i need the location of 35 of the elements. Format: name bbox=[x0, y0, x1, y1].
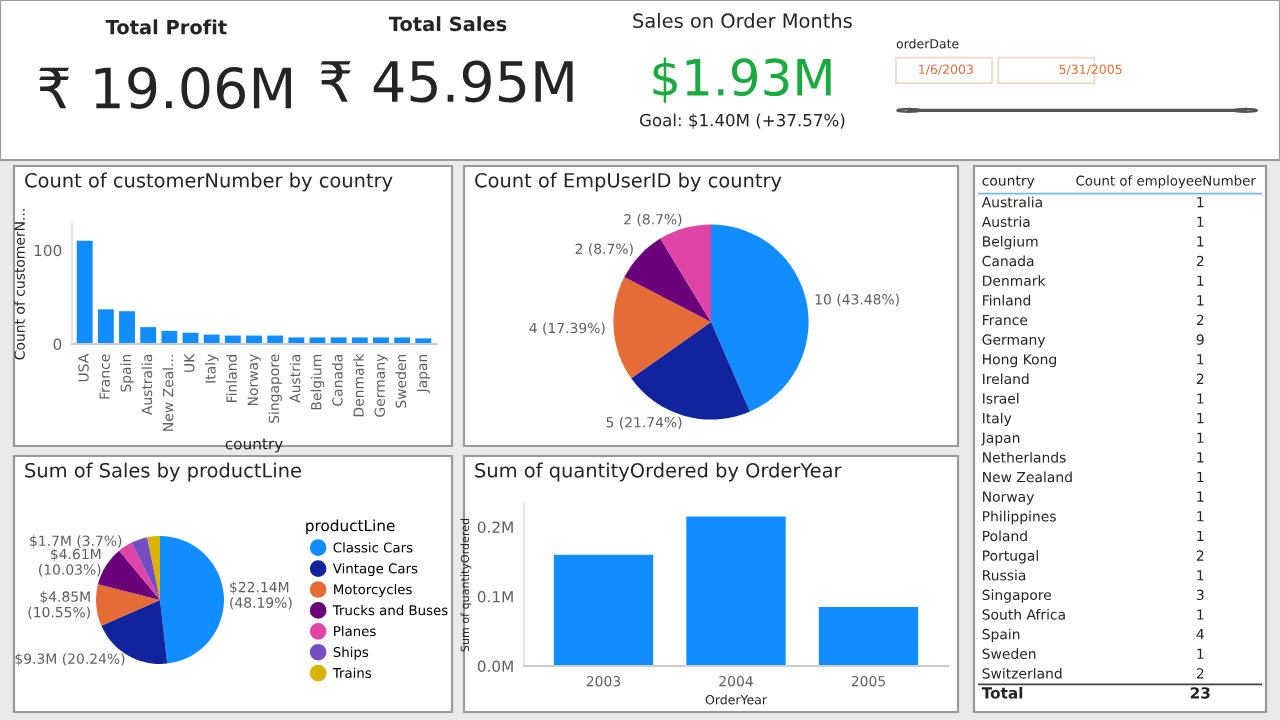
text: ₹ 45.95M bbox=[320, 60, 573, 103]
bar bbox=[394, 337, 411, 344]
chart-title: Count of customerNumber by country bbox=[25, 172, 393, 192]
chart-title: Count of EmpUserID by country bbox=[475, 172, 782, 192]
pie-slice bbox=[613, 277, 711, 379]
pie-slice bbox=[660, 224, 711, 322]
bar bbox=[161, 330, 178, 344]
text: Sales on Order Months bbox=[633, 12, 852, 29]
pie-slice bbox=[160, 536, 224, 664]
bar bbox=[288, 337, 305, 344]
pie-slice bbox=[119, 542, 160, 600]
pie-slice bbox=[131, 537, 160, 600]
pie-slice bbox=[147, 536, 160, 600]
bar bbox=[415, 338, 432, 344]
bar bbox=[351, 337, 368, 344]
bar bbox=[140, 327, 157, 344]
text: Goal: $1.40M (+37.57%) bbox=[639, 113, 845, 129]
chart-title: Sum of quantityOrdered by OrderYear bbox=[475, 462, 842, 482]
text: Total Profit bbox=[105, 19, 227, 35]
bar bbox=[553, 554, 654, 666]
pie-slice bbox=[97, 550, 160, 600]
bar bbox=[818, 606, 919, 666]
text: $1.93M bbox=[653, 57, 831, 103]
chart-title: Sum of Sales by productLine bbox=[25, 462, 301, 482]
bar bbox=[97, 309, 114, 344]
bar bbox=[373, 337, 389, 344]
bar bbox=[119, 311, 135, 344]
bar bbox=[76, 240, 93, 344]
text: ₹ 19.06M bbox=[39, 66, 291, 109]
text: Total Sales bbox=[388, 16, 507, 32]
pie-slice bbox=[711, 224, 809, 412]
bar bbox=[330, 337, 347, 344]
pie-slice bbox=[96, 584, 160, 626]
pie-slice bbox=[631, 322, 750, 420]
bar bbox=[686, 516, 786, 666]
